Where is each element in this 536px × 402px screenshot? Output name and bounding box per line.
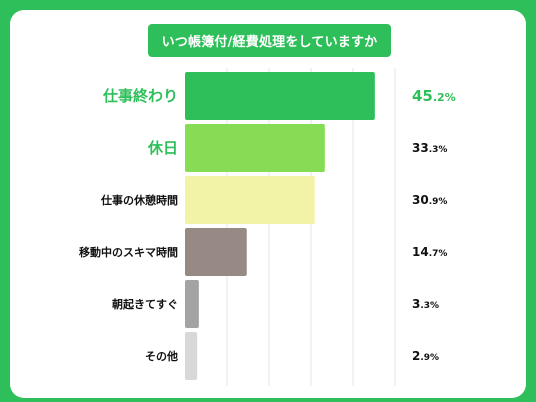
value-label: 33.3%: [412, 141, 447, 155]
category-label: 朝起きてすぐ: [112, 297, 178, 311]
category-label: 移動中のスキマ時間: [79, 245, 178, 259]
value-label: 45.2%: [412, 87, 456, 105]
bar: [185, 228, 247, 276]
bar: [185, 72, 375, 120]
value-label: 2.9%: [412, 349, 439, 363]
bar: [185, 332, 198, 380]
category-label: 仕事終わり: [102, 87, 178, 105]
category-label: その他: [145, 349, 178, 363]
value-label: 3.3%: [412, 297, 439, 311]
value-label: 30.9%: [412, 193, 447, 207]
value-label: 14.7%: [412, 245, 447, 259]
category-label: 休日: [147, 139, 178, 157]
chart-title: いつ帳簿付/経費処理をしていますか: [148, 24, 391, 57]
category-label: 仕事の休憩時間: [100, 193, 178, 207]
bar: [185, 176, 315, 224]
bar: [185, 124, 325, 172]
bar: [185, 280, 199, 328]
